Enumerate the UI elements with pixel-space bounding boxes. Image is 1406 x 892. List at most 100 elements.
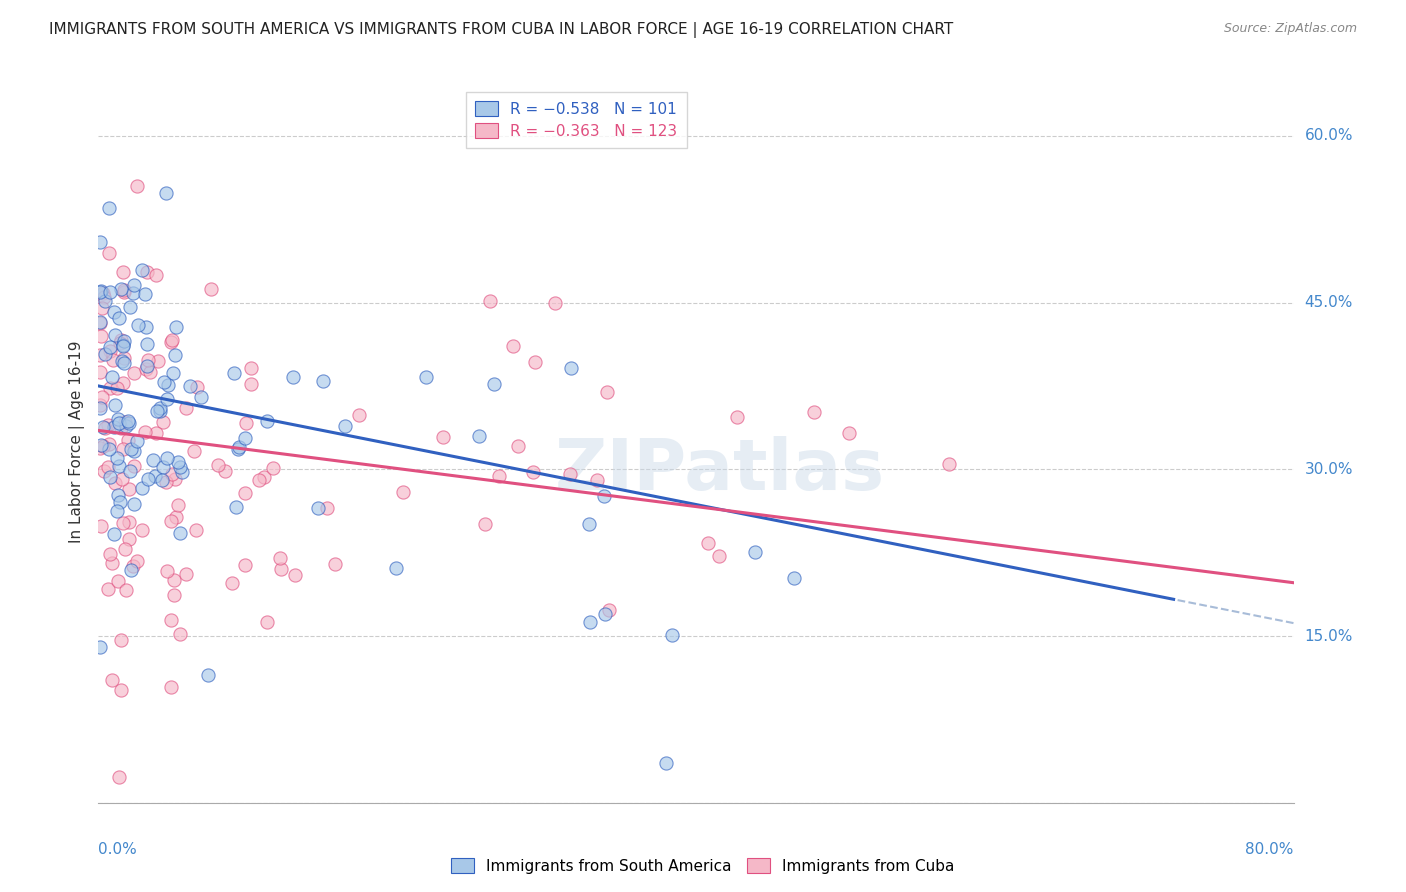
Point — [98, 285, 121, 299]
Point — [89, 235, 111, 250]
Point — [284, 568, 307, 582]
Point — [560, 361, 582, 376]
Point — [101, 557, 124, 571]
Point — [155, 186, 177, 201]
Point — [145, 268, 167, 282]
Text: 45.0%: 45.0% — [1305, 295, 1353, 310]
Point — [91, 420, 114, 434]
Point — [97, 436, 120, 450]
Point — [269, 550, 291, 565]
Point — [89, 316, 111, 330]
Point — [117, 433, 139, 447]
Point — [323, 557, 346, 571]
Point — [233, 486, 256, 500]
Point — [307, 501, 329, 516]
Point — [159, 335, 181, 350]
Point — [655, 756, 678, 770]
Point — [200, 282, 222, 296]
Point — [89, 442, 111, 456]
Point — [585, 473, 607, 487]
Point — [91, 439, 114, 453]
Point — [152, 375, 174, 389]
Point — [159, 613, 181, 627]
Point — [117, 482, 139, 496]
Point — [107, 770, 129, 784]
Legend: Immigrants from South America, Immigrants from Cuba: Immigrants from South America, Immigrant… — [446, 852, 960, 880]
Point — [228, 440, 250, 454]
Point — [938, 457, 960, 471]
Point — [233, 431, 256, 445]
Point — [281, 370, 304, 384]
Point — [157, 378, 180, 392]
Point — [107, 574, 129, 588]
Point — [89, 365, 111, 379]
Point — [107, 488, 129, 502]
Point — [127, 318, 149, 333]
Text: 30.0%: 30.0% — [1305, 462, 1353, 477]
Point — [162, 333, 184, 347]
Point — [93, 293, 115, 308]
Point — [592, 490, 614, 504]
Point — [89, 285, 111, 300]
Point — [98, 340, 121, 354]
Point — [89, 401, 111, 415]
Point — [256, 615, 278, 629]
Point — [488, 468, 510, 483]
Point — [89, 398, 111, 412]
Point — [467, 429, 489, 443]
Point — [117, 415, 139, 429]
Point — [135, 337, 157, 351]
Point — [169, 459, 191, 474]
Point — [105, 381, 128, 395]
Point — [239, 361, 262, 376]
Point — [143, 468, 166, 483]
Point — [415, 370, 437, 384]
Point — [432, 430, 454, 444]
Point — [169, 525, 191, 540]
Point — [111, 442, 134, 456]
Point — [122, 285, 145, 300]
Point — [136, 359, 159, 373]
Point — [112, 339, 135, 353]
Point — [94, 421, 117, 435]
Point — [118, 515, 141, 529]
Point — [149, 401, 172, 416]
Point — [98, 344, 121, 359]
Point — [172, 465, 194, 479]
Point — [152, 459, 174, 474]
Point — [104, 475, 127, 490]
Point — [226, 442, 249, 456]
Point — [391, 485, 413, 500]
Point — [598, 603, 620, 617]
Point — [118, 416, 141, 430]
Text: Source: ZipAtlas.com: Source: ZipAtlas.com — [1223, 22, 1357, 36]
Point — [90, 437, 112, 451]
Point — [149, 403, 172, 417]
Point — [697, 536, 720, 550]
Point — [165, 320, 187, 334]
Point — [107, 412, 129, 426]
Point — [316, 500, 339, 515]
Point — [479, 294, 502, 309]
Point — [160, 680, 183, 694]
Point — [240, 377, 263, 392]
Point — [103, 304, 125, 318]
Point — [169, 627, 191, 641]
Point — [98, 245, 121, 260]
Point — [135, 320, 157, 334]
Point — [578, 615, 600, 630]
Point — [167, 498, 190, 512]
Point — [134, 287, 156, 301]
Point — [596, 385, 619, 400]
Point — [593, 607, 616, 622]
Point — [179, 379, 201, 393]
Point — [114, 356, 136, 370]
Point — [111, 338, 134, 352]
Point — [105, 451, 128, 466]
Point — [197, 667, 219, 681]
Point — [100, 370, 122, 384]
Point — [508, 439, 530, 453]
Point — [783, 571, 806, 585]
Point — [112, 351, 135, 366]
Point — [90, 329, 112, 343]
